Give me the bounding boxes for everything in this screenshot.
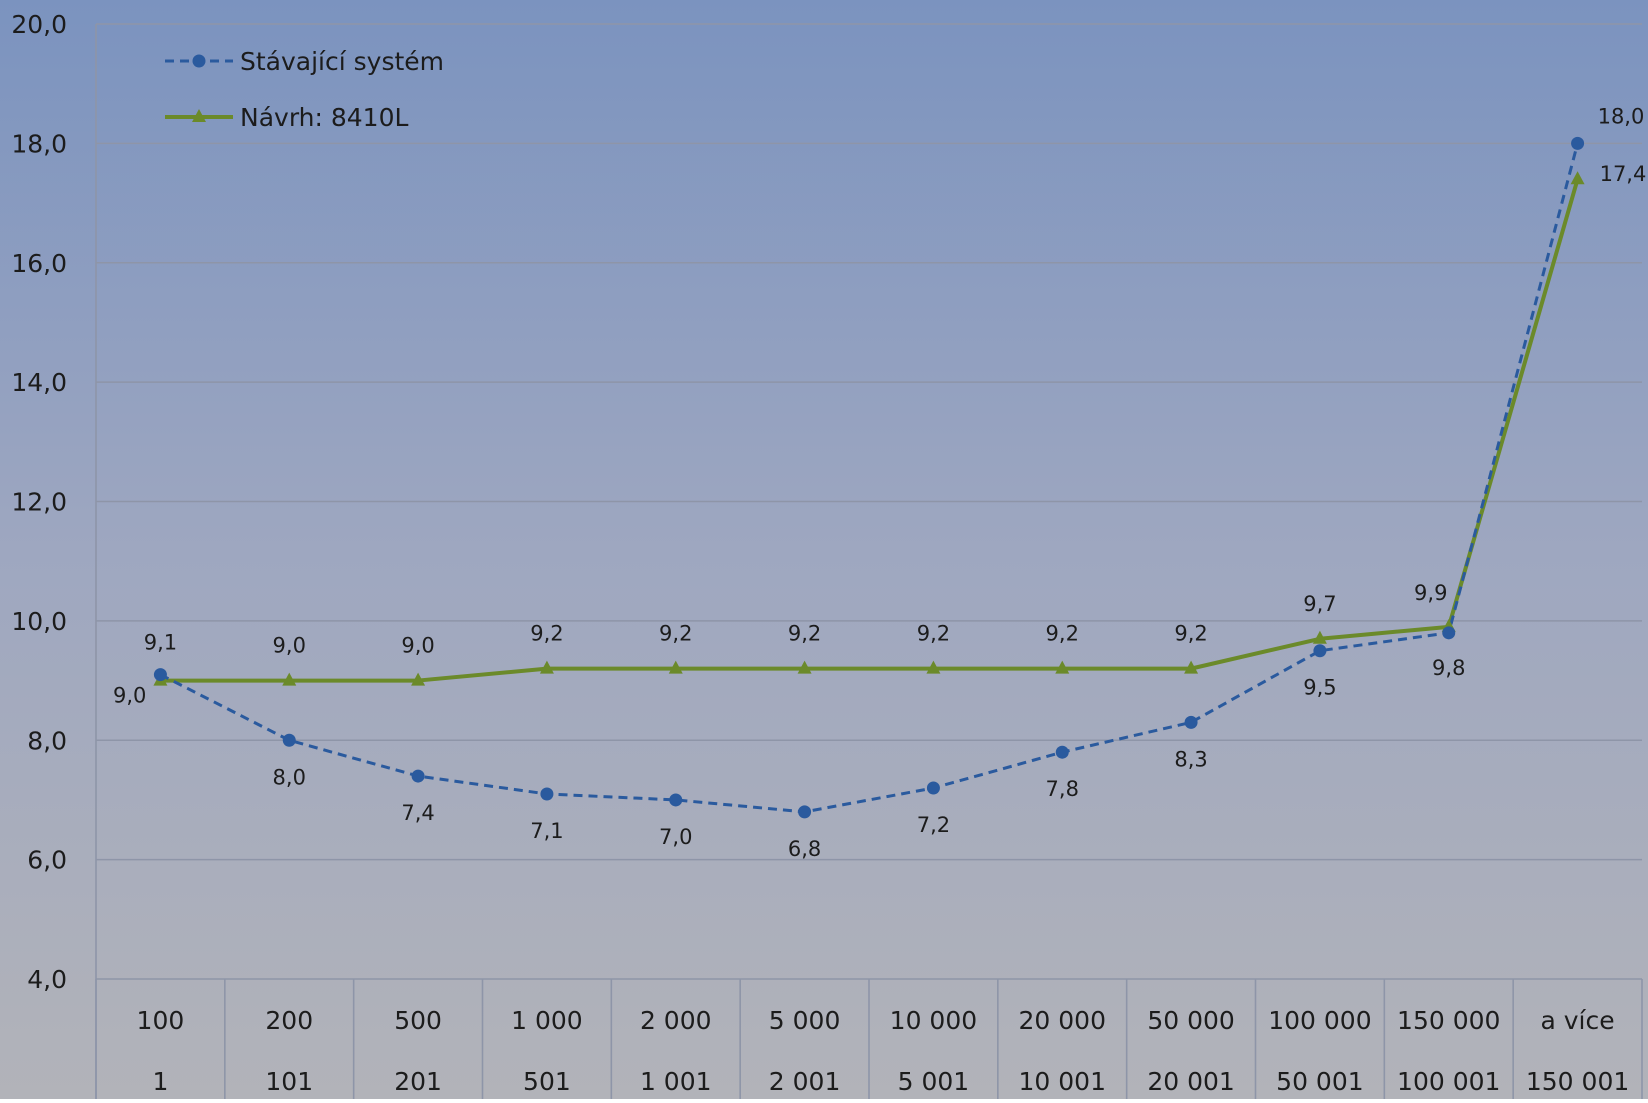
data-point-current [926, 781, 940, 795]
data-point-proposal [797, 660, 812, 674]
x-category-label-lower: 501 [523, 1067, 571, 1096]
x-category-label-lower: 20 001 [1147, 1067, 1234, 1096]
y-tick-label: 4,0 [27, 965, 67, 994]
x-category-label-upper: 10 000 [890, 1006, 977, 1035]
y-tick-label: 12,0 [11, 488, 67, 517]
legend-marker-current [192, 54, 206, 68]
x-category-label-lower: 10 001 [1019, 1067, 1106, 1096]
legend: Stávající systém Návrh: 8410L [165, 47, 444, 132]
series-layer [153, 136, 1585, 819]
data-point-current [1442, 626, 1456, 640]
x-category-label-lower: 50 001 [1276, 1067, 1363, 1096]
grid-layer [96, 23, 1642, 980]
x-category-label-upper: 5 000 [769, 1006, 841, 1035]
data-point-current [411, 769, 425, 783]
data-label-proposal: 9,2 [788, 622, 821, 646]
data-label-proposal: 9,2 [917, 622, 950, 646]
data-label-proposal: 9,2 [530, 622, 563, 646]
x-category-label-upper: 50 000 [1147, 1006, 1234, 1035]
x-category-label-upper: 100 [137, 1006, 185, 1035]
x-category-label-lower: 5 001 [898, 1067, 970, 1096]
data-point-current [540, 787, 554, 801]
data-label-current: 9,1 [144, 631, 177, 655]
data-label-current: 8,0 [273, 765, 306, 789]
x-category-label-upper: 150 000 [1397, 1006, 1500, 1035]
series-line-proposal [160, 178, 1580, 683]
x-category-label-upper: a více [1541, 1006, 1615, 1035]
data-label-proposal: 9,9 [1414, 581, 1447, 605]
data-point-current [1571, 136, 1585, 150]
data-point-current [669, 793, 683, 807]
data-label-proposal: 9,0 [113, 684, 146, 708]
data-label-current: 6,8 [788, 837, 821, 861]
label-layer: 9,1 8,0 7,4 7,1 7,0 6,8 7,2 7,8 8,3 9,5 9,8 18,0 9,0… [113, 104, 1646, 861]
y-tick-label: 20,0 [11, 10, 67, 39]
x-category-label-upper: 2 000 [640, 1006, 712, 1035]
data-label-proposal: 9,7 [1303, 592, 1336, 616]
data-label-proposal: 9,0 [273, 634, 306, 658]
data-point-current [798, 805, 812, 819]
data-point-current [153, 668, 167, 682]
data-point-proposal [1184, 660, 1199, 674]
data-point-proposal [1055, 660, 1070, 674]
x-category-label-lower: 1 [152, 1067, 168, 1096]
data-label-current: 7,0 [659, 825, 692, 849]
data-label-proposal: 9,2 [659, 622, 692, 646]
x-category-label-upper: 500 [394, 1006, 442, 1035]
x-category-label-lower: 2 001 [769, 1067, 841, 1096]
data-label-current: 7,8 [1046, 777, 1079, 801]
data-label-current: 18,0 [1598, 104, 1645, 128]
y-tick-label: 8,0 [27, 726, 67, 755]
data-point-current [1184, 715, 1198, 729]
x-category-label-lower: 100 001 [1397, 1067, 1500, 1096]
data-label-current: 8,3 [1174, 747, 1207, 771]
legend-marker-proposal [192, 109, 206, 122]
y-tick-label: 14,0 [11, 368, 67, 397]
data-point-proposal [1312, 630, 1327, 644]
x-category-label-lower: 1 001 [640, 1067, 712, 1096]
data-label-current: 9,5 [1303, 676, 1336, 700]
x-category-label-lower: 150 001 [1526, 1067, 1629, 1096]
x-category-label-upper: 20 000 [1019, 1006, 1106, 1035]
data-label-proposal: 9,2 [1174, 622, 1207, 646]
series-line-current [159, 142, 1580, 814]
y-tick-label: 16,0 [11, 249, 67, 278]
x-category-label-upper: 1 000 [511, 1006, 583, 1035]
data-point-current [1313, 644, 1327, 658]
data-point-current [282, 733, 296, 747]
data-label-current: 9,8 [1432, 656, 1465, 680]
data-label-current: 7,4 [401, 801, 434, 825]
x-category-label-lower: 201 [394, 1067, 442, 1096]
data-point-current [1055, 745, 1069, 759]
x-category-label-lower: 101 [265, 1067, 313, 1096]
legend-label-proposal: Návrh: 8410L [240, 103, 408, 132]
y-tick-label: 6,0 [27, 846, 67, 875]
data-point-proposal [668, 660, 683, 674]
x-category-label-upper: 100 000 [1268, 1006, 1371, 1035]
data-label-proposal: 9,2 [1046, 622, 1079, 646]
data-label-proposal: 17,4 [1600, 162, 1647, 186]
data-point-proposal [926, 660, 941, 674]
data-point-proposal [1570, 171, 1585, 185]
x-category-label-upper: 200 [265, 1006, 313, 1035]
legend-label-current: Stávající systém [240, 47, 444, 76]
data-label-proposal: 9,0 [401, 634, 434, 658]
data-label-current: 7,1 [530, 819, 563, 843]
y-tick-label: 10,0 [11, 607, 67, 636]
data-point-proposal [411, 672, 426, 686]
y-tick-label: 18,0 [11, 129, 67, 158]
data-point-proposal [539, 660, 554, 674]
data-point-proposal [282, 672, 297, 686]
data-label-current: 7,2 [917, 813, 950, 837]
